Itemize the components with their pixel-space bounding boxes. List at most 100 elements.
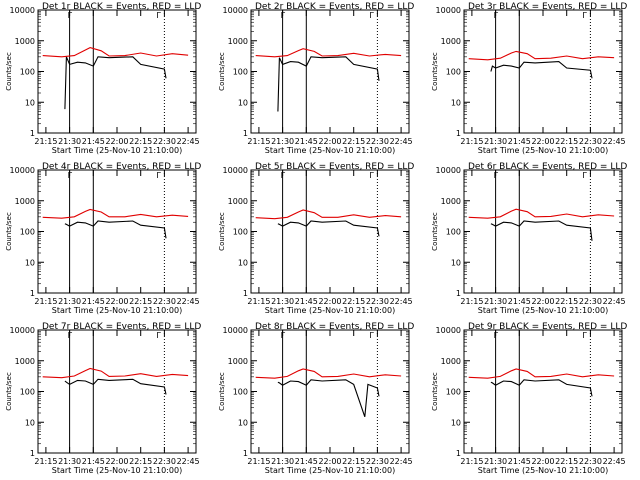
series-line-events [277, 56, 380, 112]
top-annotation: Г [281, 11, 286, 20]
y-axis-label: Counts/sec [218, 212, 226, 251]
series-line-lld [468, 208, 615, 219]
y-tick-label: 1 [243, 289, 248, 298]
x-axis-label: Start Time (25-Nov-10 21:10:00) [52, 466, 182, 475]
top-annotation: Г [494, 171, 499, 180]
x-tick-label: 22:00 [531, 137, 554, 146]
series-line-events [490, 61, 593, 79]
chart-panel-7r: Det 7r BLACK = Events, RED = LLD 1 10 100 10… [5, 322, 201, 475]
y-tick-label: 1 [456, 449, 461, 458]
top-annotation: Г [156, 11, 161, 20]
x-tick-label: 22:30 [579, 297, 602, 306]
plot-frame [37, 169, 197, 294]
x-tick-label: 21:30 [271, 137, 294, 146]
y-tick-label: 1000 [228, 357, 248, 366]
y-axis-label: Counts/sec [431, 372, 439, 411]
chart-panel-2r: Det 2r BLACK = Events, RED = LLD 1 10 100 10… [218, 2, 414, 155]
x-tick-label: 21:15 [460, 297, 483, 306]
top-annotation: Г [582, 11, 587, 20]
x-axis-label: Start Time (25-Nov-10 21:10:00) [478, 146, 608, 155]
plot-frame [463, 169, 623, 294]
x-tick-label: 22:00 [105, 457, 128, 466]
x-tick-label: 22:30 [366, 457, 389, 466]
x-tick-label: 22:30 [153, 137, 176, 146]
y-tick-label: 10 [25, 98, 35, 107]
y-tick-label: 100 [446, 388, 461, 397]
series-line-lld [255, 48, 402, 58]
top-annotation: Г [494, 331, 499, 340]
x-tick-label: 22:30 [366, 137, 389, 146]
x-tick-label: 21:30 [58, 457, 81, 466]
x-tick-label: 21:45 [508, 137, 531, 146]
y-tick-label: 10000 [10, 6, 35, 15]
series-line-events [490, 220, 593, 241]
x-tick-label: 21:15 [247, 137, 270, 146]
x-tick-label: 22:00 [318, 457, 341, 466]
x-tick-label: 21:45 [508, 297, 531, 306]
y-tick-label: 10 [451, 418, 461, 427]
y-tick-label: 1000 [441, 357, 461, 366]
chart-title: Det 2r BLACK = Events, RED = LLD [255, 2, 414, 12]
top-annotation: Г [494, 11, 499, 20]
x-tick-label: 21:15 [247, 297, 270, 306]
top-annotation: Г [156, 331, 161, 340]
y-tick-label: 1000 [441, 197, 461, 206]
x-tick-label: 22:00 [105, 297, 128, 306]
top-annotation: Г [369, 331, 374, 340]
chart-title: Det 8r BLACK = Events, RED = LLD [255, 322, 414, 332]
x-tick-label: 22:00 [531, 297, 554, 306]
x-tick-label: 22:45 [603, 137, 626, 146]
chart-panel-9r: Det 9r BLACK = Events, RED = LLD 1 10 100 10… [431, 322, 627, 475]
x-tick-label: 21:15 [247, 457, 270, 466]
x-tick-label: 21:45 [295, 297, 318, 306]
y-tick-label: 10 [25, 418, 35, 427]
y-tick-label: 1 [243, 129, 248, 138]
chart-title: Det 3r BLACK = Events, RED = LLD [468, 2, 627, 12]
x-tick-label: 22:00 [318, 297, 341, 306]
x-tick-label: 22:00 [531, 457, 554, 466]
series-line-lld [42, 208, 189, 219]
x-tick-label: 21:30 [271, 457, 294, 466]
x-tick-label: 21:30 [484, 137, 507, 146]
x-tick-label: 22:45 [603, 457, 626, 466]
y-axis-label: Counts/sec [5, 52, 13, 91]
series-line-lld [42, 367, 189, 379]
x-tick-label: 22:45 [177, 137, 200, 146]
series-line-lld [42, 47, 189, 58]
chart-title: Det 1r BLACK = Events, RED = LLD [42, 2, 201, 12]
x-tick-label: 21:30 [271, 297, 294, 306]
chart-panel-5r: Det 5r BLACK = Events, RED = LLD 1 10 100 10… [218, 162, 414, 315]
series-line-events [277, 379, 380, 417]
y-tick-label: 10000 [10, 326, 35, 335]
series-line-events [64, 378, 167, 395]
series-line-lld [468, 368, 615, 379]
y-axis-label: Counts/sec [431, 52, 439, 91]
x-axis-label: Start Time (25-Nov-10 21:10:00) [478, 306, 608, 315]
y-tick-label: 100 [20, 228, 35, 237]
plot-frame [250, 329, 410, 454]
y-tick-label: 100 [20, 388, 35, 397]
y-tick-label: 100 [20, 68, 35, 77]
x-axis-label: Start Time (25-Nov-10 21:10:00) [52, 306, 182, 315]
y-axis-label: Counts/sec [431, 212, 439, 251]
x-tick-label: 22:15 [342, 457, 365, 466]
y-tick-label: 100 [446, 228, 461, 237]
x-tick-label: 21:30 [484, 457, 507, 466]
x-tick-label: 22:15 [342, 137, 365, 146]
series-line-events [64, 220, 167, 239]
y-axis-label: Counts/sec [218, 52, 226, 91]
x-axis-label: Start Time (25-Nov-10 21:10:00) [265, 466, 395, 475]
chart-title: Det 4r BLACK = Events, RED = LLD [42, 162, 201, 172]
x-tick-label: 22:15 [129, 297, 152, 306]
x-tick-label: 21:45 [295, 457, 318, 466]
y-axis-label: Counts/sec [5, 212, 13, 251]
y-axis-label: Counts/sec [218, 372, 226, 411]
top-annotation: Г [68, 331, 73, 340]
y-tick-label: 10000 [436, 6, 461, 15]
x-tick-label: 21:15 [34, 297, 57, 306]
series-line-lld [468, 50, 615, 61]
top-annotation: Г [582, 171, 587, 180]
y-tick-label: 10 [451, 98, 461, 107]
chart-title: Det 5r BLACK = Events, RED = LLD [255, 162, 414, 172]
x-tick-label: 22:00 [105, 137, 128, 146]
